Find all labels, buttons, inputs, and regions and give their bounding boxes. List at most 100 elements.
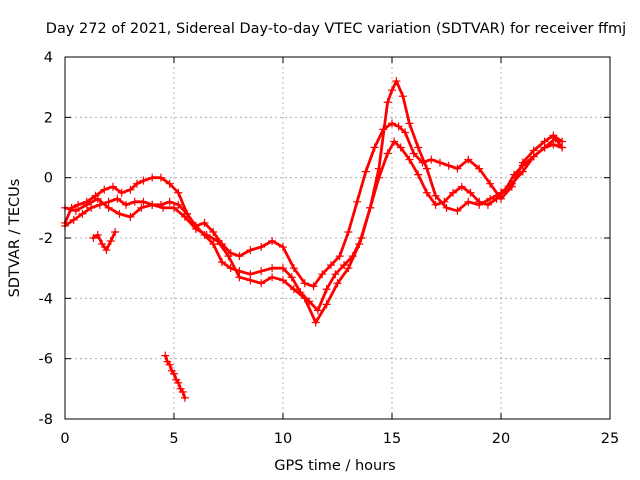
data-point	[69, 215, 78, 224]
data-point	[322, 285, 331, 294]
data-point	[422, 188, 431, 197]
y-tick-label: 0	[44, 171, 53, 187]
data-point	[318, 270, 327, 279]
data-point	[398, 92, 407, 101]
data-point	[246, 246, 255, 255]
x-tick-label: 10	[274, 431, 292, 447]
data-point	[93, 194, 102, 203]
data-point	[449, 188, 458, 197]
data-point	[122, 200, 131, 209]
data-point	[113, 194, 122, 203]
x-tick-label: 15	[383, 431, 401, 447]
x-tick-label: 5	[169, 431, 178, 447]
data-point	[148, 173, 157, 182]
data-point	[383, 98, 392, 107]
data-point	[209, 240, 218, 249]
data-point	[414, 143, 423, 152]
data-point	[180, 212, 189, 221]
data-point	[497, 188, 505, 197]
data-point	[126, 212, 135, 221]
data-point	[390, 137, 399, 146]
data-point	[257, 279, 266, 288]
data-point	[510, 170, 519, 179]
data-point	[335, 252, 344, 261]
data-point	[257, 267, 266, 276]
data-point	[422, 164, 431, 173]
data-point	[174, 378, 183, 387]
data-point	[115, 209, 124, 218]
data-point	[370, 143, 379, 152]
data-point	[300, 279, 309, 288]
data-point	[361, 167, 370, 176]
data-point	[257, 243, 266, 252]
series-outlier-segment	[161, 351, 189, 402]
data-point	[98, 240, 107, 249]
data-point	[213, 237, 222, 246]
y-tick-label: 2	[44, 110, 53, 126]
y-tick-label: 4	[44, 50, 53, 66]
data-point	[353, 197, 362, 206]
data-point	[93, 230, 102, 239]
data-point	[174, 188, 183, 197]
data-point	[464, 197, 473, 206]
data-point	[289, 264, 298, 273]
x-tick-label: 0	[60, 431, 69, 447]
data-point	[453, 164, 462, 173]
data-point	[102, 246, 111, 255]
series-line	[163, 354, 187, 400]
data-point	[235, 252, 244, 261]
data-point	[486, 179, 495, 188]
data-series	[61, 77, 567, 402]
data-point	[405, 155, 414, 164]
x-tick-label: 25	[601, 431, 619, 447]
data-point	[311, 318, 320, 327]
data-point	[344, 264, 353, 273]
data-point	[518, 167, 527, 176]
data-point	[170, 369, 178, 378]
x-axis-label: GPS time / hours	[274, 458, 395, 474]
data-point	[161, 351, 170, 360]
data-point	[217, 258, 226, 267]
data-point	[414, 170, 423, 179]
data-point	[104, 203, 113, 212]
data-point	[396, 143, 405, 152]
data-point	[483, 200, 492, 209]
data-point	[126, 185, 135, 194]
data-point	[268, 237, 277, 246]
data-point	[313, 306, 322, 315]
data-point	[388, 119, 396, 128]
data-point	[279, 243, 287, 252]
data-point	[246, 276, 255, 285]
data-point	[82, 200, 91, 209]
data-point	[322, 300, 331, 309]
data-point	[111, 227, 120, 236]
y-tick-label: -2	[39, 231, 53, 247]
data-point	[139, 197, 148, 206]
data-point	[170, 203, 178, 212]
data-point	[431, 191, 440, 200]
data-point	[326, 261, 335, 270]
data-point	[442, 203, 451, 212]
data-point	[435, 158, 444, 167]
y-tick-label: -8	[39, 412, 53, 428]
data-point	[392, 77, 401, 86]
data-point	[100, 185, 109, 194]
data-point	[331, 270, 340, 279]
data-point	[137, 203, 146, 212]
data-point	[374, 164, 383, 173]
data-point	[117, 188, 126, 197]
data-point	[507, 179, 516, 188]
data-point	[309, 282, 318, 291]
data-point	[453, 206, 462, 215]
data-point	[457, 182, 466, 191]
series-early-dip	[89, 227, 120, 255]
data-point	[191, 224, 200, 233]
data-point	[178, 387, 187, 396]
data-point	[235, 273, 244, 282]
data-point	[200, 218, 209, 227]
data-point	[431, 200, 440, 209]
data-point	[466, 188, 475, 197]
data-point	[333, 279, 342, 288]
data-point	[340, 261, 349, 270]
